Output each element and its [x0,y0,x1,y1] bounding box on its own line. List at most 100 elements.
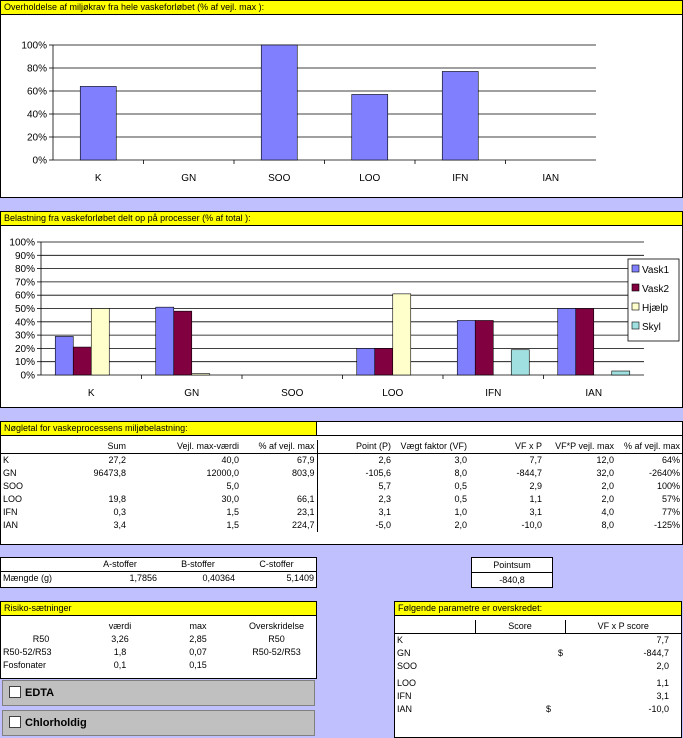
table-cell: 1,5 [226,507,239,517]
edta-checkbox[interactable]: EDTA [2,680,315,706]
checkbox-icon[interactable] [9,686,21,699]
table-cell: 224,7 [241,519,318,532]
x-tick-label: GN [184,388,199,399]
col-header: VF x P score [564,620,681,634]
bar [155,306,175,376]
table-cell: -125% [653,520,680,530]
y-tick-label: 100% [21,41,47,52]
checkbox-icon[interactable] [9,716,21,729]
y-tick-label: 0% [33,156,48,167]
table-cell: GN [3,468,17,478]
table-row: Mængde (g) 1,7856 0,40364 5,1409 [1,572,316,586]
bar [575,308,595,376]
table-cell: 2,0 [656,661,669,671]
table-cell: 5,0 [226,481,239,491]
table-row: SOO 5,0 5,7 0,5 2,9 2,0 100% [1,480,682,493]
table-cell: 0,1 [113,660,127,670]
table-cell: 2,0 [454,520,467,530]
x-tick-label: LOO [359,173,380,184]
table-cell: 12,0 [596,455,614,465]
col-header [1,440,53,454]
pointsum-label: Pointsum [472,558,552,573]
table-cell: -10,0 [648,704,669,714]
table-cell: 0,07 [189,647,207,657]
legend-swatch [631,302,640,311]
table-cell: K [397,635,404,645]
risiko-title: Risiko-sætninger [1,602,316,616]
bar [441,71,479,161]
table-cell: 32,0 [596,468,614,478]
bar [54,336,74,376]
pointsum-value: -840,8 [499,575,525,585]
legend-label: Vask1 [642,265,669,276]
table-cell: K [3,455,10,465]
table-cell: IAN [397,704,413,714]
y-tick-label: 90% [15,251,35,262]
col-header [1,558,81,572]
table-cell: 5,7 [378,481,391,491]
col-header: Overskridelse [248,621,304,631]
table-cell: 77% [661,507,680,517]
y-tick-label: 80% [15,264,35,275]
table-cell [475,660,565,673]
table-cell: 1,5 [226,520,239,530]
bar [456,320,476,376]
table-cell: 64% [661,455,680,465]
x-tick-label: SOO [268,173,290,184]
table-cell: LOO [397,678,417,688]
parametre-panel: Følgende parametre er overskredet: Score… [394,601,682,738]
risiko-header-row: værdi max Overskridelse [1,620,316,633]
table-cell: 66,1 [241,493,318,506]
table-cell: R50 [32,634,50,644]
table-cell [475,634,565,648]
table-cell: -5,0 [375,520,391,530]
col-header: Score [474,620,565,634]
bar [351,94,389,161]
table-cell: 0,3 [113,507,126,517]
noegletal-panel: Nøgletal for vaskeprocessens miljøbelast… [0,421,683,545]
bar [392,293,412,376]
bar [90,308,110,376]
table-cell: 0,5 [454,481,467,491]
table-cell: 0,40364 [202,573,235,583]
bar [79,86,117,161]
table-cell: 8,0 [454,468,467,478]
table-cell: 2,6 [378,455,391,465]
table-cell: -10,0 [521,520,542,530]
table-cell: 40,0 [221,455,239,465]
parametre-title: Følgende parametre er overskredet: [395,602,681,616]
table-row: K 27,2 40,0 67,9 2,6 3,0 7,7 12,0 64% [1,453,682,467]
table-cell: SOO [397,661,418,671]
col-header [1,620,81,633]
table-cell: 1,1 [656,678,669,688]
table-row: LOO 1,1 [395,673,681,690]
y-tick-label: 60% [15,291,35,302]
col-header: Vægt faktor (VF) [393,440,469,454]
y-tick-label: 20% [27,133,47,144]
legend-label: Vask2 [642,284,669,295]
y-tick-label: 10% [15,357,35,368]
table-cell: 2,85 [189,634,207,644]
pointsum-panel: Pointsum -840,8 [471,557,553,588]
bar [474,320,494,376]
table-cell: 1,8 [113,647,127,657]
table-cell: Fosfonater [3,660,47,670]
table-cell: 30,0 [221,494,239,504]
x-tick-label: K [88,388,95,399]
table-cell: 2,0 [601,494,614,504]
table-cell: 3,4 [113,520,126,530]
col-header: A-stoffer [81,558,159,572]
table-cell: IAN [3,520,19,530]
table-cell: LOO [3,494,23,504]
table-row: SOO 2,0 [395,660,681,673]
y-tick-label: 70% [15,277,35,288]
col-header: VF x P [469,440,544,454]
legend-label: Skyl [642,322,661,333]
bar [374,348,394,376]
chlor-checkbox[interactable]: Chlorholdig [2,710,315,736]
table-cell: $ [557,648,563,658]
chart1-plot: 0% 20% 40% 60% 80% 100% K GN SOO LOO IFN IAN [21,41,596,184]
table-cell: 7,7 [529,455,542,465]
table-row: GN 96473,8 12000,0 803,9 -105,6 8,0 -844… [1,467,682,480]
bar [72,346,92,376]
